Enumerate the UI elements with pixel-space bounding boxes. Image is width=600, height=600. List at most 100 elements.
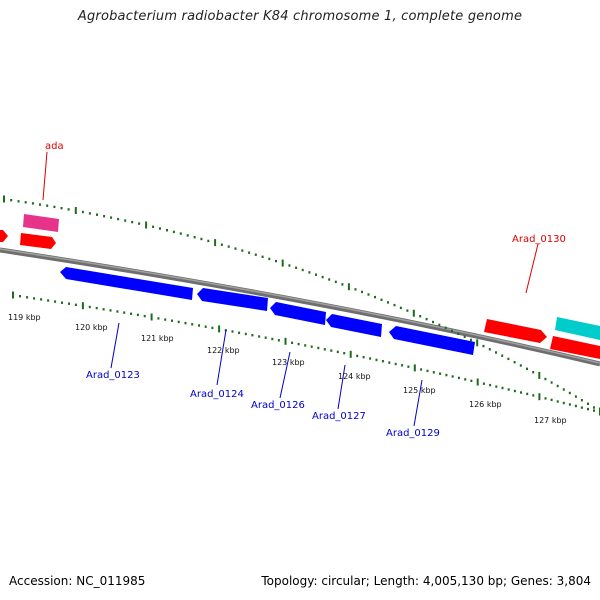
inner-minor-tick	[362, 356, 365, 359]
inner-minor-tick	[556, 400, 559, 403]
gene-red-arrow-1[interactable]	[20, 233, 56, 249]
inner-major-tick	[218, 325, 221, 333]
outer-minor-tick	[444, 326, 447, 329]
gene-cyan-arrow[interactable]	[555, 317, 600, 340]
inner-major-tick	[12, 291, 14, 299]
label-leader-arad-0130	[525, 243, 539, 294]
inner-minor-tick	[184, 321, 187, 325]
outer-minor-tick	[193, 236, 196, 239]
inner-minor-tick	[343, 352, 346, 355]
inner-minor-tick	[198, 324, 200, 327]
inner-minor-tick	[426, 369, 429, 373]
outer-minor-tick	[103, 215, 106, 218]
gene-label-arad-0130[interactable]: Arad_0130	[512, 234, 566, 245]
outer-minor-tick	[248, 251, 251, 254]
outer-minor-tick	[308, 271, 311, 274]
outer-minor-tick	[138, 222, 141, 225]
gene-label-arad-0124[interactable]: Arad_0124	[190, 389, 244, 400]
inner-minor-tick	[244, 332, 247, 336]
outer-minor-tick	[96, 213, 98, 216]
outer-minor-tick	[227, 245, 230, 248]
genome-summary-text: Topology: circular; Length: 4,005,130 bp…	[261, 574, 591, 588]
label-leader-arad-0129	[413, 379, 423, 427]
outer-minor-tick	[24, 201, 27, 204]
outer-minor-tick	[550, 381, 553, 384]
inner-minor-tick	[130, 312, 133, 315]
inner-minor-tick	[445, 373, 448, 377]
outer-minor-tick	[200, 237, 203, 241]
outer-minor-tick	[10, 199, 13, 202]
outer-minor-tick	[544, 377, 547, 381]
outer-major-tick	[74, 207, 77, 214]
inner-minor-tick	[102, 308, 105, 311]
gene-label-arad-0126[interactable]: Arad_0126	[251, 400, 305, 411]
outer-minor-tick	[261, 255, 264, 258]
inner-minor-tick	[157, 317, 160, 320]
outer-minor-tick	[519, 364, 522, 367]
outer-minor-tick	[488, 348, 491, 351]
scale-label-122: 122 kbp	[207, 346, 240, 355]
scale-label-127: 127 kbp	[534, 416, 567, 425]
outer-minor-tick	[470, 338, 472, 342]
gene-label-ada[interactable]: ada	[45, 141, 64, 152]
outer-minor-tick	[186, 234, 189, 237]
inner-minor-tick	[550, 398, 553, 402]
outer-minor-tick	[451, 329, 453, 332]
inner-minor-tick	[439, 372, 442, 375]
outer-minor-tick	[419, 315, 422, 318]
inner-minor-tick	[580, 406, 583, 409]
outer-minor-tick	[399, 306, 402, 310]
inner-minor-tick	[482, 382, 485, 385]
outer-minor-tick	[532, 371, 535, 374]
inner-minor-tick	[532, 394, 535, 397]
outer-minor-tick	[568, 391, 571, 395]
gene-label-arad-0129[interactable]: Arad_0129	[386, 428, 440, 439]
outer-minor-tick	[288, 264, 291, 267]
gene-label-arad-0123[interactable]: Arad_0123	[86, 370, 140, 381]
label-leader-ada	[42, 151, 48, 201]
outer-minor-tick	[513, 361, 516, 364]
inner-minor-tick	[336, 350, 339, 354]
gene-arad-0127-arrow[interactable]	[326, 314, 382, 337]
gene-arrow-red-partial[interactable]	[0, 230, 8, 242]
gene-arad-0129-arrow[interactable]	[389, 326, 475, 355]
outer-minor-tick	[526, 367, 528, 370]
outer-minor-tick	[580, 399, 583, 402]
inner-minor-tick	[136, 313, 139, 317]
gene-ada-bar[interactable]	[23, 214, 59, 232]
inner-major-tick	[150, 313, 153, 321]
inner-minor-tick	[61, 301, 63, 304]
label-leader-arad-0126	[279, 351, 291, 399]
scale-label-119: 119 kbp	[8, 313, 41, 322]
gene-label-arad-0127[interactable]: Arad_0127	[312, 411, 366, 422]
gene-arad-0130-arrow[interactable]	[484, 319, 547, 343]
inner-minor-tick	[231, 330, 234, 333]
outer-minor-tick	[406, 309, 409, 312]
outer-minor-tick	[117, 217, 120, 221]
inner-minor-tick	[489, 383, 492, 387]
gene-red-arrow-2[interactable]	[550, 336, 600, 359]
inner-minor-tick	[464, 378, 467, 381]
inner-minor-tick	[574, 404, 577, 408]
outer-minor-tick	[53, 205, 56, 209]
outer-minor-tick	[574, 395, 577, 398]
inner-minor-tick	[211, 326, 214, 330]
inner-minor-tick	[513, 389, 516, 393]
outer-minor-tick	[361, 290, 363, 294]
inner-minor-tick	[470, 379, 473, 382]
inner-minor-tick	[401, 364, 404, 367]
inner-major-tick	[413, 364, 416, 372]
scale-label-121: 121 kbp	[141, 334, 174, 343]
gene-arad-0126-arrow[interactable]	[270, 302, 326, 325]
gene-arad-0123-arrow[interactable]	[60, 267, 193, 300]
inner-minor-tick	[587, 407, 589, 411]
inner-minor-tick	[375, 358, 378, 362]
outer-minor-tick	[172, 230, 175, 234]
outer-minor-tick	[387, 301, 389, 304]
inner-minor-tick	[420, 368, 423, 371]
outer-minor-tick	[131, 220, 134, 224]
outer-minor-tick	[124, 219, 127, 222]
gene-arad-0124-arrow[interactable]	[197, 288, 268, 311]
outer-major-tick	[412, 309, 415, 317]
outer-minor-tick	[220, 243, 223, 246]
